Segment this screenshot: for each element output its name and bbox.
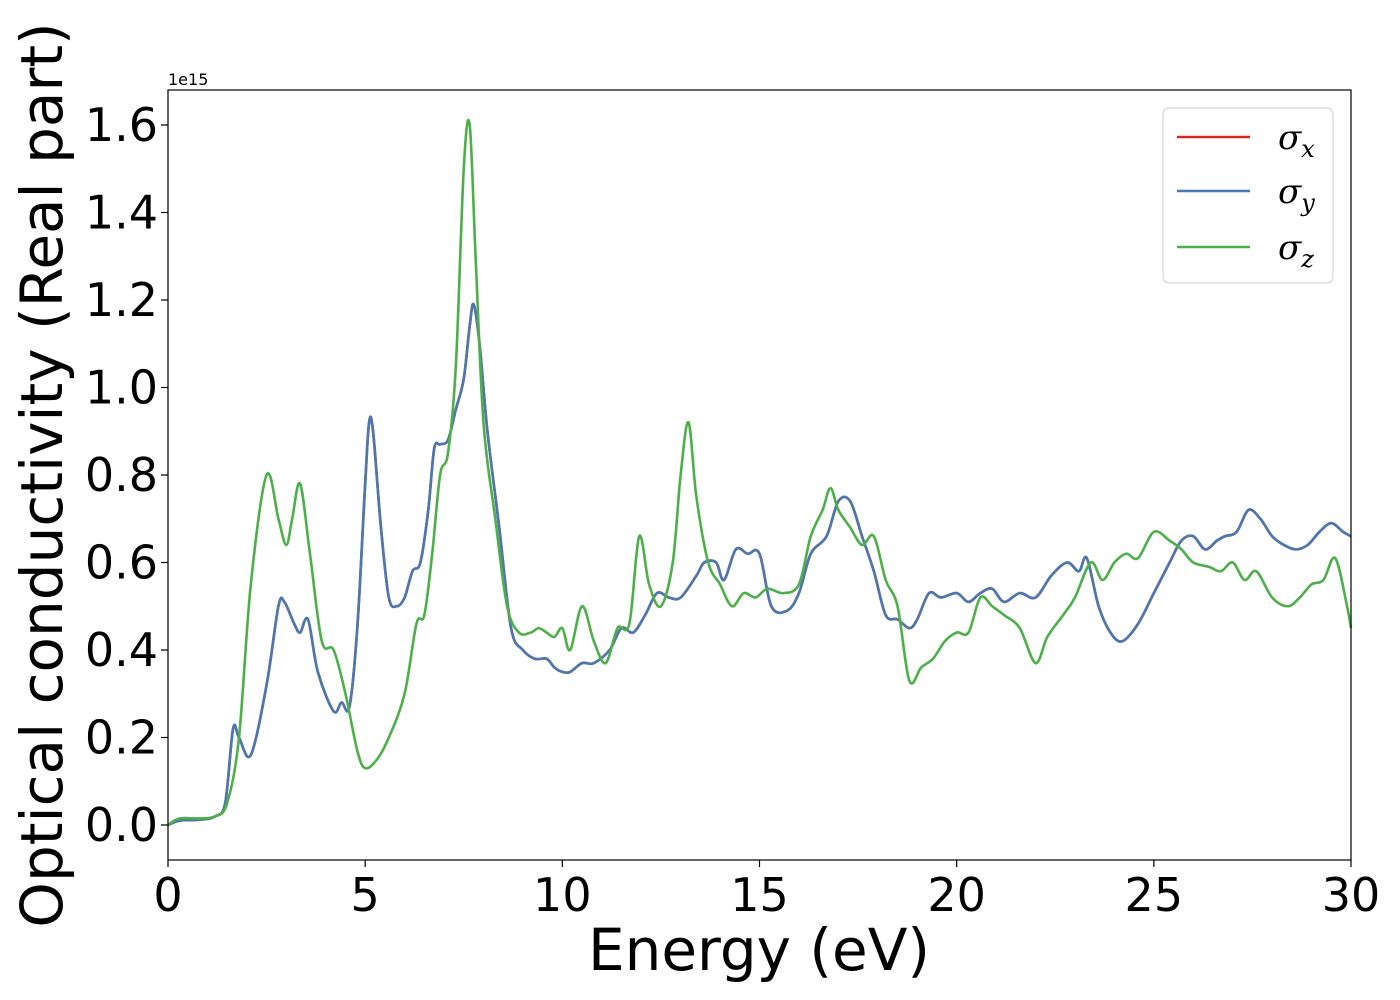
y-tick-label: 0.2 [85, 711, 158, 765]
x-axis: 0 5 10 15 20 25 30 [153, 860, 1380, 922]
x-tick-label: 20 [927, 868, 986, 922]
y-tick-label: 1.6 [85, 98, 158, 152]
x-axis-title: Energy (eV) [588, 916, 930, 984]
legend: σx σy σz [1162, 107, 1334, 284]
y-tick-label: 1.2 [85, 273, 158, 327]
legend-label-sigma-y: σy [1278, 172, 1315, 217]
offset-text: 1e15 [168, 70, 208, 89]
x-tick-label: 0 [153, 868, 182, 922]
legend-entries: σx σy σz [1177, 118, 1315, 273]
x-tick-label: 15 [730, 868, 789, 922]
y-tick-label: 1.0 [85, 361, 158, 415]
legend-label-sigma-x: σx [1278, 118, 1315, 163]
series-line-sigma-y [167, 302, 1352, 827]
y-tick-label: 0.0 [85, 798, 158, 852]
x-tick-label: 10 [533, 868, 592, 922]
x-tick-label: 30 [1322, 868, 1381, 922]
y-tick-label: 0.4 [85, 623, 158, 677]
legend-box [1162, 107, 1334, 284]
y-tick-label: 0.8 [85, 448, 158, 502]
x-tick-label: 5 [351, 868, 380, 922]
y-tick-label: 0.6 [85, 536, 158, 590]
y-tick-label: 1.4 [85, 186, 158, 240]
series-line-sigma-z [167, 118, 1353, 827]
y-axis-title: Optical conductivity (Real part) [8, 22, 76, 927]
x-tick-label: 25 [1125, 868, 1184, 922]
legend-label-sigma-z: σz [1278, 228, 1314, 273]
series-layer [167, 118, 1353, 827]
y-axis: 0.0 0.2 0.4 0.6 0.8 1.0 1.2 1.4 1.6 [85, 98, 168, 852]
